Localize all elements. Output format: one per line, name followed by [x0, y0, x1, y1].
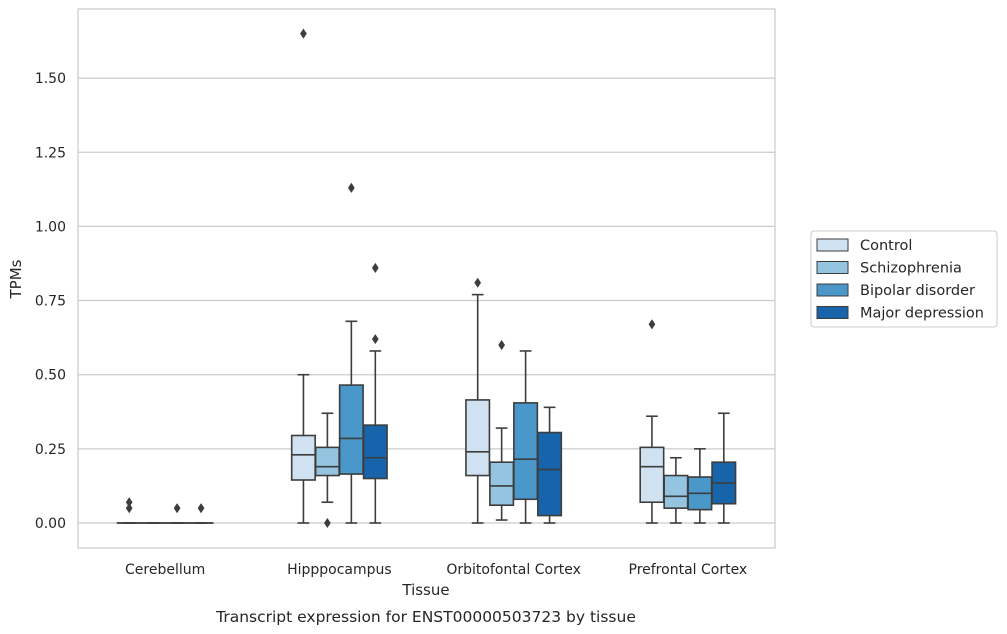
legend-swatch: [816, 283, 849, 297]
legend-swatch: [816, 261, 849, 274]
x-tick-label: Orbitofontal Cortex: [446, 562, 581, 578]
box-iqr: [290, 434, 316, 481]
box-schizophrenia: [314, 412, 340, 529]
boxes: [116, 28, 737, 529]
legend-item: Major depression: [816, 306, 984, 322]
x-tick-label: Prefrontal Cortex: [629, 562, 748, 578]
y-tick-label: 1.25: [35, 145, 66, 161]
outlier-point: [498, 340, 506, 351]
box-iqr: [338, 384, 364, 475]
legend-item: Control: [816, 238, 912, 254]
y-tick-labels: 0.00 0.25 0.50 0.75 1.00 1.25 1.50: [35, 71, 66, 532]
y-tick-label: 0.00: [35, 516, 66, 532]
legend-swatch: [816, 238, 849, 252]
y-tick-label: 1.00: [35, 219, 66, 235]
y-axis-title: TPMs: [7, 259, 25, 299]
box-schizophrenia: [663, 456, 689, 524]
box-iqr: [537, 431, 563, 517]
box-major-depression: [362, 262, 388, 524]
outlier-point: [371, 334, 379, 345]
box-control: [116, 497, 142, 524]
x-tick-label: Hipppocampus: [287, 562, 392, 578]
outlier-point: [648, 319, 656, 330]
box-schizophrenia: [489, 340, 515, 521]
box-iqr: [513, 402, 539, 501]
y-tick-label: 1.50: [35, 71, 66, 87]
y-tick-label: 0.25: [35, 442, 66, 458]
box-bipolar-disorder: [164, 503, 190, 524]
plot-frame: [77, 8, 776, 549]
box-iqr: [465, 399, 491, 477]
box-control: [290, 28, 316, 524]
box-iqr: [639, 446, 665, 504]
box-bipolar-disorder: [513, 350, 539, 524]
outlier-point: [474, 277, 482, 288]
outlier-point: [347, 182, 355, 193]
box-control: [639, 319, 665, 524]
legend: Control Schizophrenia Bipolar disorder Majo…: [810, 230, 998, 328]
box-bipolar-disorder: [687, 448, 713, 524]
legend-item: Bipolar disorder: [816, 283, 975, 299]
box-major-depression: [537, 406, 563, 524]
y-tick-label: 0.75: [35, 294, 66, 310]
outlier-point: [125, 503, 133, 514]
box-control: [465, 277, 491, 524]
chart-caption: Transcript expression for ENST0000050372…: [215, 608, 636, 626]
legend-swatch: [816, 306, 849, 319]
box-iqr: [314, 446, 340, 477]
x-tick-label: Cerebellum: [125, 562, 205, 578]
legend-item: Schizophrenia: [816, 261, 962, 277]
x-tick-labels: Cerebellum Hipppocampus Orbitofontal Corte…: [125, 562, 747, 578]
legend-label: Schizophrenia: [860, 261, 962, 277]
box-bipolar-disorder: [338, 182, 364, 524]
y-gridlines: [78, 77, 775, 524]
box-iqr: [489, 461, 515, 507]
outlier-point: [125, 497, 133, 508]
box-major-depression: [711, 412, 737, 524]
box-major-depression: [188, 503, 214, 524]
box-iqr: [362, 424, 388, 480]
box-iqr: [663, 474, 689, 509]
outlier-point: [371, 262, 379, 273]
legend-frame: [810, 230, 998, 328]
outlier-point: [173, 503, 181, 514]
legend-label: Control: [860, 238, 912, 254]
outlier-point: [300, 28, 307, 39]
outlier-point: [197, 503, 205, 514]
outlier-point: [324, 517, 331, 529]
x-axis-title: Tissue: [401, 581, 449, 599]
y-tick-label: 0.50: [35, 368, 66, 384]
legend-label: Major depression: [860, 306, 984, 322]
legend-label: Bipolar disorder: [860, 283, 975, 299]
